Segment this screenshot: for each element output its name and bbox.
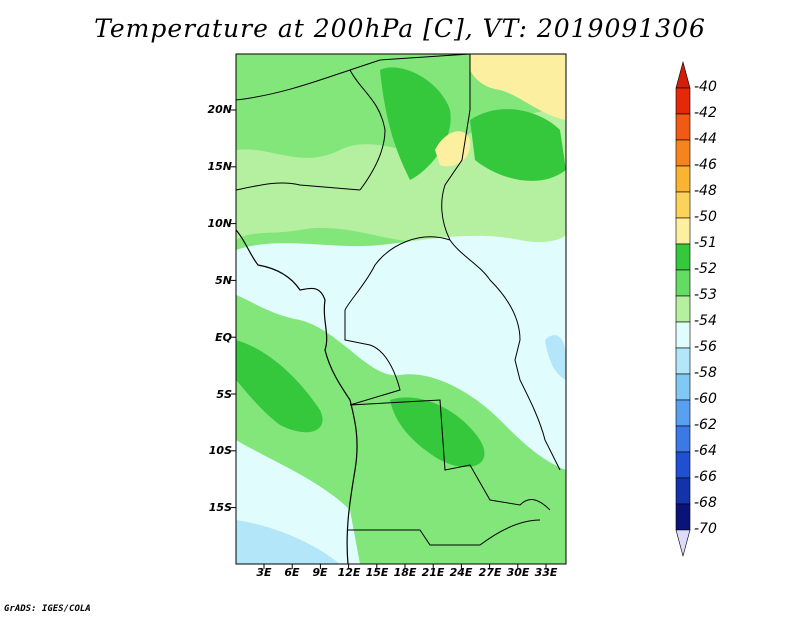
lon-label: 3E <box>256 566 272 579</box>
colorbar-label: -56 <box>694 339 717 355</box>
colorbar-label: -68 <box>694 495 717 511</box>
colorbar <box>675 60 691 558</box>
colorbar-label: -54 <box>694 313 717 329</box>
lon-label: 9E <box>312 566 328 579</box>
colorbar-swatch <box>675 243 691 271</box>
colorbar-swatch <box>675 425 691 453</box>
lon-label: 6E <box>284 566 300 579</box>
lat-label: 15S <box>208 501 232 514</box>
colorbar-label: -46 <box>694 157 717 173</box>
colorbar-label: -42 <box>694 105 717 121</box>
lon-label: 12E <box>337 566 361 579</box>
lat-label: 10N <box>207 217 232 230</box>
colorbar-label: -44 <box>694 131 717 147</box>
colorbar-swatch <box>675 321 691 349</box>
colorbar-swatch <box>675 503 691 531</box>
colorbar-label: -58 <box>694 365 717 381</box>
colorbar-label: -40 <box>694 79 717 95</box>
colorbar-swatch <box>675 373 691 401</box>
boundary-lines <box>236 54 561 546</box>
colorbar-swatch <box>675 399 691 427</box>
temperature-field <box>236 54 566 564</box>
lon-label: 33E <box>534 566 558 579</box>
field-yellow-north <box>470 54 566 120</box>
colorbar-swatch <box>675 295 691 323</box>
colorbar-label: -51 <box>694 235 717 251</box>
colorbar-swatch <box>675 477 691 505</box>
colorbar-label: -70 <box>694 521 717 537</box>
colorbar-label: -52 <box>694 261 717 277</box>
colorbar-label: -53 <box>694 287 717 303</box>
colorbar-swatch <box>675 269 691 297</box>
lat-label: 5N <box>215 274 232 287</box>
credit-text: GrADS: IGES/COLA <box>4 604 91 614</box>
field-dark-west <box>236 340 323 433</box>
colorbar-swatch <box>675 217 691 245</box>
field-dark-north-1 <box>380 67 451 180</box>
colorbar-label: -66 <box>694 469 717 485</box>
lat-label: 20N <box>207 103 232 116</box>
colorbar-label: -60 <box>694 391 717 407</box>
colorbar-top-arrow <box>675 60 691 89</box>
colorbar-swatch <box>675 191 691 219</box>
colorbar-swatch <box>675 139 691 167</box>
field-yellow-patch <box>435 131 471 167</box>
colorbar-label: -48 <box>694 183 717 199</box>
colorbar-swatch <box>675 451 691 479</box>
lat-label: EQ <box>215 331 232 344</box>
colorbar-bottom-arrow <box>675 529 691 558</box>
colorbar-label: -62 <box>694 417 717 433</box>
field-dark-south <box>390 397 485 468</box>
colorbar-swatch <box>675 347 691 375</box>
lon-label: 18E <box>393 566 417 579</box>
lon-label: 27E <box>478 566 502 579</box>
lon-label: 15E <box>365 566 389 579</box>
lon-label: 24E <box>449 566 473 579</box>
field-light-center <box>236 235 566 470</box>
colorbar-label: -50 <box>694 209 717 225</box>
lon-ticks <box>263 564 547 569</box>
lat-label: 5S <box>216 388 232 401</box>
colorbar-swatch <box>675 113 691 141</box>
coastline <box>236 229 358 564</box>
chart-title: Temperature at 200hPa [C], VT: 201909130… <box>94 14 706 43</box>
colorbar-swatch <box>675 165 691 193</box>
lat-label: 15N <box>207 160 232 173</box>
field-blue-lake <box>545 335 566 380</box>
lon-label: 30E <box>506 566 530 579</box>
field-dark-north-2 <box>470 109 566 181</box>
lon-label: 21E <box>421 566 445 579</box>
lat-label: 10S <box>208 444 232 457</box>
plot-frame <box>235 53 567 565</box>
lat-ticks <box>231 109 236 509</box>
colorbar-swatch <box>675 87 691 115</box>
field-ocean-far <box>236 520 340 564</box>
colorbar-label: -64 <box>694 443 717 459</box>
